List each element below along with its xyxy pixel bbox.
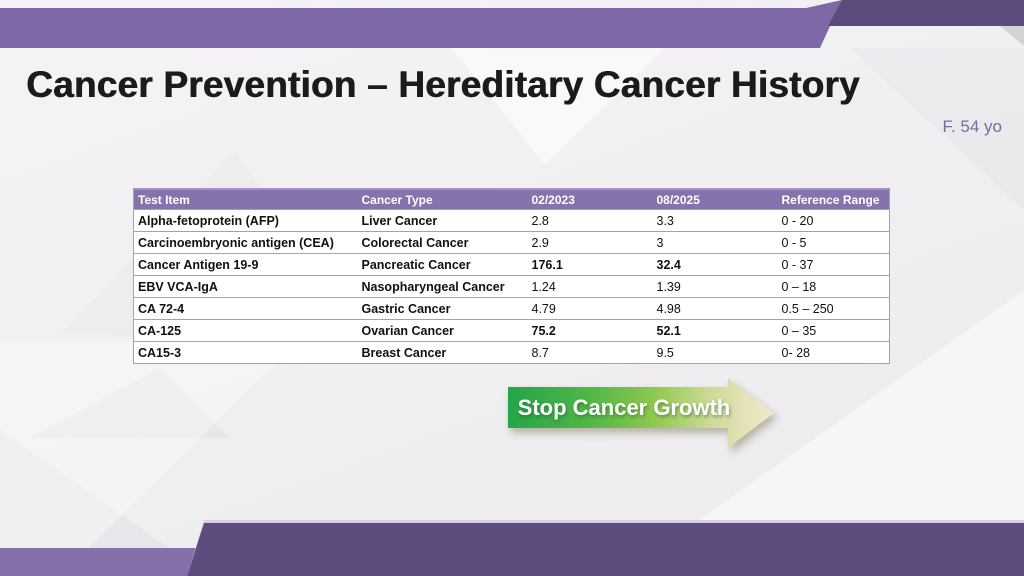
reference-range-cell: 0 - 20: [777, 209, 890, 232]
table-header-row: Test Item Cancer Type 02/2023 08/2025 Re…: [133, 188, 890, 210]
value-2025-cell: 1.39: [652, 275, 778, 298]
table-row: CA 72-4 Gastric Cancer 4.79 4.98 0.5 – 2…: [133, 297, 890, 320]
table-row: Alpha-fetoprotein (AFP) Liver Cancer 2.8…: [133, 209, 890, 232]
patient-info: F. 54 yo: [942, 117, 1002, 136]
value-2023-cell: 1.24: [527, 275, 653, 298]
test-item-cell: CA15-3: [133, 341, 358, 364]
value-2025-cell: 9.5: [652, 341, 778, 364]
value-2023-cell-elevated: 75.2: [527, 319, 653, 342]
header-date-2023: 02/2023: [527, 188, 653, 210]
value-2025-cell: 4.98: [652, 297, 778, 320]
lab-results-table: Test Item Cancer Type 02/2023 08/2025 Re…: [133, 188, 890, 364]
header-test-item: Test Item: [133, 188, 358, 210]
header-reference-range: Reference Range: [777, 188, 890, 210]
reference-range-cell: 0 - 37: [777, 253, 890, 276]
bottom-left-light-purple-band: [0, 548, 196, 576]
reference-range-cell: 0 – 35: [777, 319, 890, 342]
table-row: CA-125 Ovarian Cancer 75.2 52.1 0 – 35: [133, 319, 890, 342]
test-item-cell: EBV VCA-IgA: [133, 275, 358, 298]
value-2025-cell: 3.3: [652, 209, 778, 232]
arrow-label: Stop Cancer Growth: [517, 395, 731, 420]
table-row: Cancer Antigen 19-9 Pancreatic Cancer 17…: [133, 253, 890, 276]
value-2023-cell: 2.9: [527, 231, 653, 254]
cancer-type-cell: Colorectal Cancer: [357, 231, 528, 254]
table-row: EBV VCA-IgA Nasopharyngeal Cancer 1.24 1…: [133, 275, 890, 298]
reference-range-cell: 0 - 5: [777, 231, 890, 254]
top-right-dark-band: [828, 0, 1024, 26]
test-item-cell: CA 72-4: [133, 297, 358, 320]
value-2025-cell-improved: 32.4: [652, 253, 778, 276]
stop-cancer-growth-arrow: Stop Cancer Growth: [508, 378, 774, 448]
value-2025-cell-borderline: 52.1: [652, 319, 778, 342]
top-purple-band: [0, 0, 842, 48]
cancer-type-cell: Ovarian Cancer: [357, 319, 528, 342]
value-2025-cell: 3: [652, 231, 778, 254]
header-date-2025: 08/2025: [652, 188, 778, 210]
header-cancer-type: Cancer Type: [357, 188, 528, 210]
value-2023-cell: 8.7: [527, 341, 653, 364]
table-row: CA15-3 Breast Cancer 8.7 9.5 0- 28: [133, 341, 890, 364]
value-2023-cell: 2.8: [527, 209, 653, 232]
top-right-gray-wedge: [1000, 26, 1024, 46]
value-2023-cell: 4.79: [527, 297, 653, 320]
reference-range-cell: 0 – 18: [777, 275, 890, 298]
reference-range-cell: 0.5 – 250: [777, 297, 890, 320]
test-item-cell: Carcinoembryonic antigen (CEA): [133, 231, 358, 254]
reference-range-cell: 0- 28: [777, 341, 890, 364]
cancer-type-cell: Pancreatic Cancer: [357, 253, 528, 276]
cancer-type-cell: Gastric Cancer: [357, 297, 528, 320]
cancer-type-cell: Breast Cancer: [357, 341, 528, 364]
slide-title: Cancer Prevention – Hereditary Cancer Hi…: [26, 64, 860, 105]
test-item-cell: Cancer Antigen 19-9: [133, 253, 358, 276]
cancer-type-cell: Liver Cancer: [357, 209, 528, 232]
cancer-type-cell: Nasopharyngeal Cancer: [357, 275, 528, 298]
value-2023-cell-elevated: 176.1: [527, 253, 653, 276]
table-row: Carcinoembryonic antigen (CEA) Colorecta…: [133, 231, 890, 254]
test-item-cell: CA-125: [133, 319, 358, 342]
bottom-dark-purple-band: [187, 523, 1024, 576]
test-item-cell: Alpha-fetoprotein (AFP): [133, 209, 358, 232]
